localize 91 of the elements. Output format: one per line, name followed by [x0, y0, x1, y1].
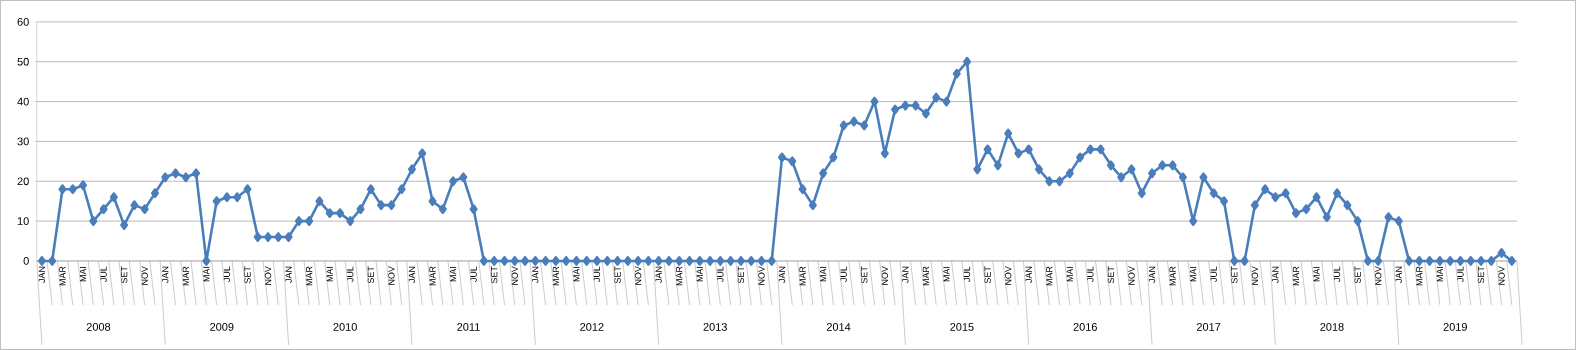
- x-tick-label: MAI: [326, 267, 333, 282]
- x-tick-label: SET: [1231, 266, 1238, 284]
- x-tick-label: JAN: [1395, 266, 1402, 284]
- x-tick-label: MAR: [799, 266, 806, 286]
- y-tick-label: 0: [23, 257, 29, 265]
- x-tick-label: SET: [1354, 266, 1361, 284]
- text: 2018: [1320, 323, 1344, 331]
- x-tick-label: JAN: [902, 266, 909, 284]
- text: 2013: [703, 323, 727, 331]
- text: 2014: [826, 323, 851, 331]
- x-tick-label: NOV: [1004, 266, 1012, 285]
- x-tick-label: NOV: [1128, 266, 1135, 285]
- x-tick-label: JAN: [408, 266, 416, 284]
- x-tick-label: JUL: [593, 266, 601, 283]
- x-tick-label: JUL: [1333, 266, 1341, 283]
- x-tick-label: NOV: [388, 266, 395, 285]
- y-tick-label: 20: [17, 177, 29, 186]
- text: 2012: [580, 323, 604, 331]
- text: 2019: [1443, 323, 1467, 331]
- x-tick-label: MAR: [1292, 266, 1300, 286]
- x-tick-label: JUL: [1457, 266, 1464, 283]
- x-tick-label: NOV: [1375, 266, 1382, 285]
- text: 2009: [210, 323, 234, 331]
- x-tick-label: MAR: [676, 266, 683, 286]
- x-tick-label: MAR: [306, 266, 313, 286]
- y-tick-label: 10: [17, 217, 29, 226]
- x-tick-label: MAR: [182, 266, 189, 286]
- x-tick-label: SET: [861, 266, 868, 284]
- x-tick-label: SET: [120, 266, 128, 284]
- x-tick-label: JAN: [778, 266, 786, 284]
- x-tick-label: MAI: [1066, 267, 1073, 282]
- x-tick-label: JUL: [1087, 266, 1094, 283]
- x-tick-label: NOV: [1251, 266, 1259, 285]
- x-tick-label: SET: [1477, 266, 1485, 284]
- x-tick-label: MAR: [59, 266, 66, 286]
- x-tick-label: NOV: [634, 266, 642, 285]
- x-tick-label: JAN: [38, 266, 46, 284]
- text: 2015: [950, 323, 974, 331]
- x-tick-label: JAN: [655, 266, 662, 284]
- text: 2017: [1196, 323, 1221, 331]
- x-tick-label: SET: [614, 266, 621, 284]
- x-tick-label: JUL: [840, 266, 847, 283]
- x-tick-label: JAN: [1025, 266, 1032, 284]
- x-tick-label: NOV: [511, 266, 518, 285]
- x-tick-label: MAR: [1046, 266, 1053, 286]
- x-tick-label: NOV: [1498, 266, 1505, 285]
- x-tick-label: MAI: [1313, 267, 1320, 282]
- y-tick-label: 30: [17, 137, 29, 146]
- x-tick-label: MAI: [449, 267, 457, 282]
- x-tick-label: SET: [367, 266, 375, 284]
- x-tick-label: JAN: [162, 266, 169, 284]
- x-tick-label: MAI: [943, 267, 950, 282]
- y-tick-label: 50: [17, 57, 29, 66]
- x-tick-label: NOV: [881, 266, 888, 285]
- x-tick-label: JAN: [1272, 266, 1279, 284]
- x-tick-label: JUL: [223, 266, 231, 283]
- x-tick-label: SET: [244, 266, 251, 284]
- x-tick-label: MAR: [1169, 266, 1176, 286]
- x-tick-label: MAR: [1416, 266, 1423, 286]
- x-tick-label: SET: [491, 266, 498, 284]
- text: 2016: [1073, 323, 1097, 331]
- x-tick-label: MAR: [922, 266, 929, 286]
- x-tick-label: JAN: [285, 266, 292, 284]
- x-tick-label: MAR: [552, 266, 559, 286]
- x-tick-label: JUL: [717, 266, 724, 283]
- text: 2008: [86, 323, 111, 331]
- x-tick-label: MAI: [79, 267, 87, 282]
- x-tick-label: JUL: [100, 266, 107, 283]
- text: 2010: [333, 323, 357, 331]
- y-tick-label: 40: [17, 97, 29, 106]
- text: 2011: [457, 323, 480, 331]
- x-tick-label: MAI: [573, 267, 580, 282]
- y-tick-label: 60: [17, 18, 29, 26]
- x-tick-label: MAI: [1436, 267, 1443, 282]
- x-tick-label: JUL: [470, 266, 477, 283]
- x-tick-label: NOV: [141, 266, 148, 285]
- x-tick-label: SET: [737, 266, 745, 284]
- x-tick-label: JUL: [1210, 266, 1217, 283]
- x-tick-label: MAI: [696, 267, 703, 282]
- x-tick-label: NOV: [264, 266, 272, 285]
- x-tick-label: MAI: [1190, 267, 1197, 282]
- x-tick-label: JUL: [347, 266, 354, 283]
- x-tick-label: SET: [1107, 266, 1115, 284]
- x-tick-label: NOV: [758, 266, 765, 285]
- x-tick-label: MAR: [429, 266, 436, 286]
- x-tick-label: MAI: [820, 267, 827, 282]
- x-tick-label: MAI: [203, 267, 210, 282]
- x-tick-label: JAN: [532, 266, 539, 284]
- x-tick-label: JAN: [1148, 266, 1156, 284]
- x-tick-label: JUL: [963, 266, 971, 283]
- x-tick-label: SET: [984, 266, 991, 284]
